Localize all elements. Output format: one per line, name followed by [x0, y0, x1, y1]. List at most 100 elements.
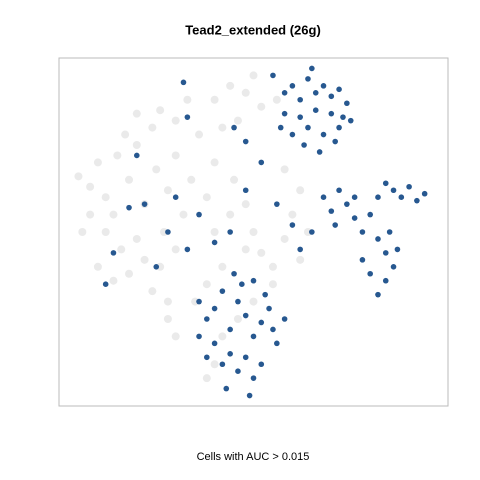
point: [336, 187, 342, 194]
point: [382, 180, 389, 187]
point: [109, 210, 118, 219]
point: [268, 280, 277, 289]
point: [270, 326, 276, 333]
point: [210, 228, 219, 236]
point: [359, 257, 366, 263]
point: [274, 340, 280, 347]
point: [231, 124, 237, 131]
point: [125, 269, 134, 278]
point: [367, 211, 374, 218]
point: [132, 109, 141, 118]
point: [249, 228, 258, 236]
point: [406, 183, 412, 190]
point: [390, 187, 397, 194]
point: [171, 151, 180, 160]
point: [93, 262, 102, 271]
point: [227, 229, 233, 235]
point: [301, 142, 307, 148]
point: [250, 277, 257, 284]
point: [320, 194, 327, 200]
point: [351, 194, 358, 200]
point: [152, 165, 161, 174]
point: [211, 239, 218, 246]
point: [288, 210, 297, 219]
point: [219, 361, 226, 368]
point: [132, 234, 141, 243]
point: [316, 149, 323, 155]
point: [347, 117, 354, 124]
point: [141, 201, 148, 207]
point: [211, 305, 218, 312]
point: [93, 158, 102, 167]
point: [102, 281, 109, 288]
point: [179, 210, 188, 219]
point: [210, 95, 219, 104]
point: [398, 194, 405, 200]
point: [312, 107, 319, 113]
point: [242, 354, 249, 361]
point: [270, 72, 276, 79]
point: [246, 392, 253, 399]
point: [235, 368, 241, 375]
point: [258, 361, 265, 368]
point: [109, 276, 118, 285]
point: [86, 182, 95, 191]
point: [312, 90, 319, 96]
point: [242, 187, 249, 194]
point: [394, 246, 401, 253]
point: [367, 270, 374, 277]
point: [297, 114, 303, 120]
chart-title: Tead2_extended (26g): [185, 22, 321, 37]
point: [134, 152, 140, 159]
point: [204, 354, 210, 361]
point: [210, 360, 219, 369]
point: [241, 245, 250, 254]
point: [210, 158, 219, 167]
point: [163, 186, 172, 195]
point: [344, 201, 350, 207]
point: [257, 102, 266, 111]
point: [289, 83, 296, 89]
point: [242, 312, 249, 319]
point: [258, 319, 265, 326]
point: [241, 88, 250, 97]
point: [277, 124, 284, 131]
point: [249, 71, 258, 80]
point: [223, 385, 230, 392]
point: [156, 106, 165, 115]
point: [328, 110, 335, 117]
point: [249, 297, 258, 306]
point: [297, 96, 303, 103]
point: [320, 131, 327, 138]
point: [132, 141, 141, 149]
point: [344, 100, 350, 107]
point: [204, 316, 210, 322]
point: [117, 245, 126, 254]
point: [163, 297, 172, 306]
point: [305, 76, 311, 82]
point: [280, 234, 289, 243]
point: [332, 222, 338, 228]
point: [297, 246, 303, 253]
point: [183, 95, 192, 104]
point: [86, 210, 95, 219]
point: [296, 255, 305, 264]
point: [239, 281, 245, 288]
point: [359, 229, 366, 235]
point: [258, 159, 265, 166]
point: [382, 277, 389, 284]
point: [172, 194, 179, 200]
point: [296, 186, 305, 195]
point: [250, 375, 257, 381]
point: [340, 114, 346, 120]
point: [382, 250, 389, 256]
point: [257, 248, 266, 257]
point: [386, 229, 393, 235]
point: [121, 130, 130, 139]
point: [226, 81, 235, 90]
point: [218, 123, 227, 132]
point: [309, 229, 315, 235]
point: [140, 255, 149, 264]
